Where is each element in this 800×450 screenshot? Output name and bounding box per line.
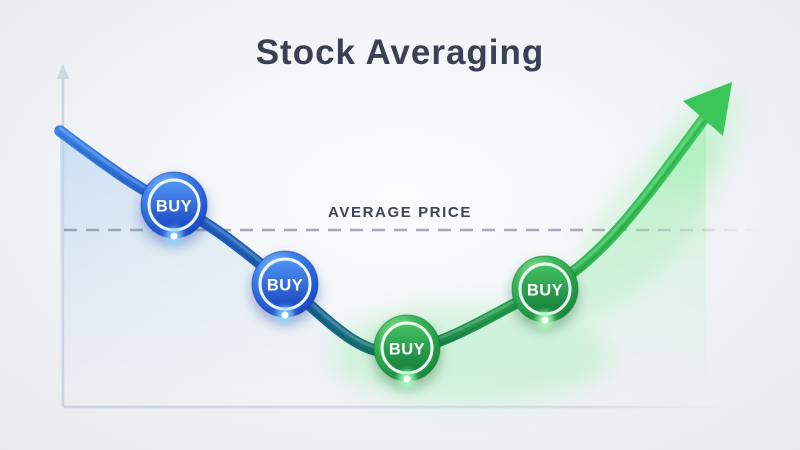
buy-marker-1: BUY — [140, 171, 208, 246]
marker-glow-dot-core — [170, 232, 178, 240]
buy-marker-label: BUY — [527, 282, 563, 300]
page-title: Stock Averaging — [256, 33, 545, 72]
marker-glow-dot-core — [541, 316, 549, 324]
buy-marker-label: BUY — [156, 198, 192, 216]
y-axis-arrow-icon — [56, 64, 70, 79]
marker-face — [522, 266, 568, 312]
trend-arrow-head-icon — [683, 82, 732, 136]
buy-marker-3: BUY — [373, 314, 441, 389]
marker-glow-dot-core — [281, 311, 289, 319]
buy-marker-label: BUY — [267, 277, 303, 295]
buy-marker-4: BUY — [511, 255, 579, 330]
average-price-label: AVERAGE PRICE — [328, 204, 472, 221]
marker-face — [384, 325, 430, 371]
marker-face — [151, 182, 197, 228]
buy-marker-2: BUY — [251, 250, 319, 325]
marker-face — [262, 261, 308, 307]
buy-marker-label: BUY — [389, 341, 425, 359]
marker-glow-dot-core — [403, 375, 411, 383]
